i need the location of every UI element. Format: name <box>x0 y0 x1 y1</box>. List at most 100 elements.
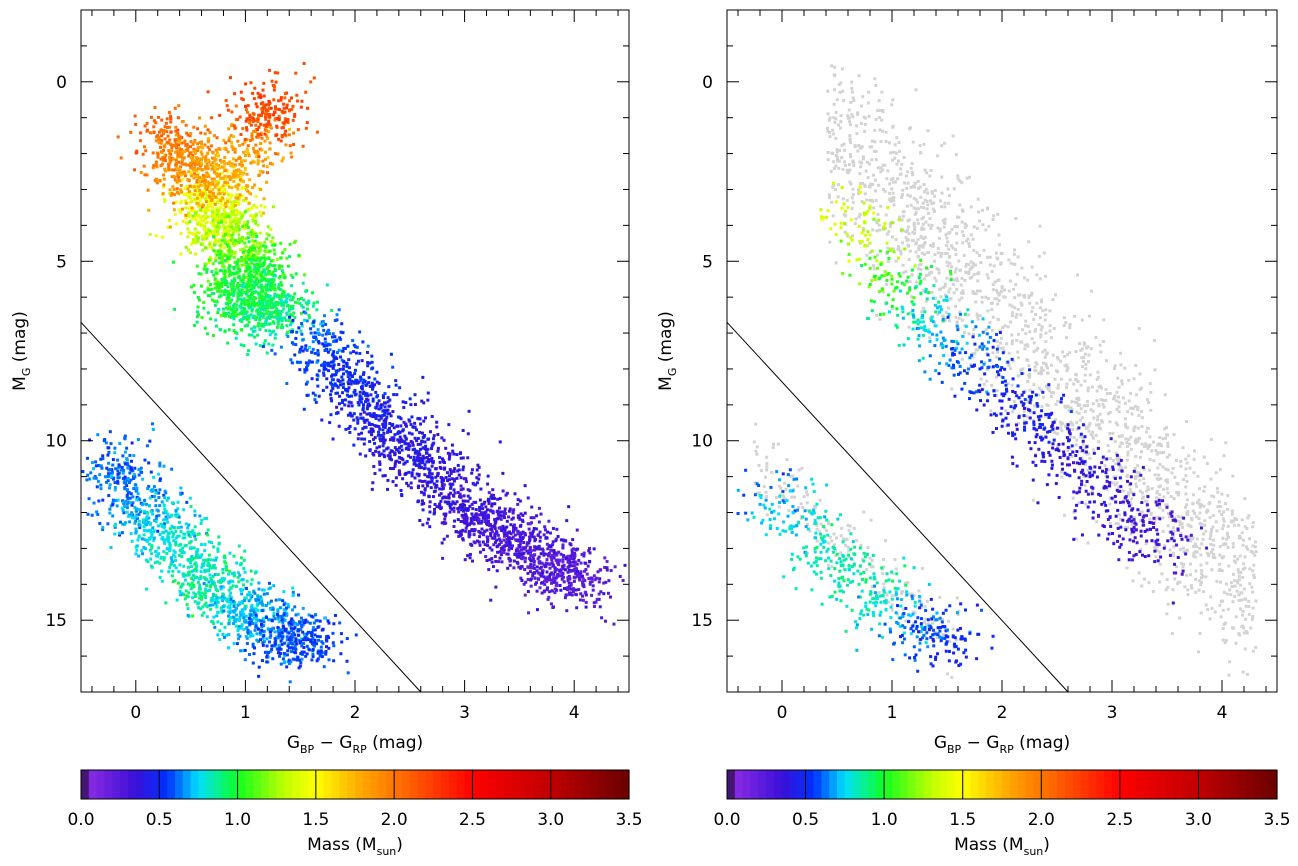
data-point <box>381 422 385 426</box>
data-point <box>575 562 579 566</box>
data-point <box>234 213 238 217</box>
data-point <box>187 570 191 574</box>
data-point <box>95 485 99 489</box>
data-point <box>241 127 245 131</box>
data-point <box>166 520 170 524</box>
data-point <box>129 513 133 517</box>
data-point <box>195 202 199 206</box>
data-point <box>523 484 527 488</box>
data-point <box>554 558 558 562</box>
data-point <box>280 109 284 113</box>
data-point <box>374 390 378 394</box>
data-point <box>567 591 571 595</box>
data-point <box>430 472 434 476</box>
data-point <box>359 416 363 420</box>
data-point <box>201 203 205 207</box>
data-point <box>535 589 539 593</box>
data-point <box>537 571 541 575</box>
data-point <box>220 257 224 261</box>
data-point <box>237 217 241 221</box>
data-point <box>273 105 277 109</box>
data-point <box>121 522 125 526</box>
data-point <box>175 598 179 602</box>
data-point <box>241 142 245 146</box>
data-point <box>354 392 358 396</box>
data-point <box>248 294 252 298</box>
data-point <box>172 168 176 172</box>
data-point <box>469 519 473 523</box>
data-point <box>582 583 586 587</box>
data-point <box>148 548 152 552</box>
data-point <box>218 158 222 162</box>
data-point <box>161 155 165 159</box>
data-point <box>478 543 482 547</box>
data-point <box>263 139 267 143</box>
data-point <box>423 487 427 491</box>
data-point <box>507 539 511 543</box>
data-point <box>192 546 196 550</box>
data-point <box>211 161 215 165</box>
data-point <box>407 431 411 435</box>
data-point <box>218 252 222 256</box>
data-point <box>268 141 272 145</box>
data-point <box>247 262 251 266</box>
data-point <box>275 133 279 137</box>
data-point <box>203 224 207 228</box>
data-point <box>408 419 412 423</box>
data-point <box>488 546 492 550</box>
data-point <box>366 404 370 408</box>
data-point <box>211 205 215 209</box>
data-point <box>130 441 134 445</box>
data-point <box>449 471 453 475</box>
data-point <box>439 492 443 496</box>
data-point <box>371 387 375 391</box>
data-point <box>309 327 313 331</box>
data-point <box>440 521 444 525</box>
data-point <box>146 560 150 564</box>
data-point <box>198 514 202 518</box>
data-point <box>444 446 448 450</box>
data-point <box>571 590 575 594</box>
data-point <box>311 347 315 351</box>
data-point <box>550 581 554 585</box>
data-point <box>526 565 530 569</box>
data-point <box>294 343 298 347</box>
data-point <box>253 329 257 333</box>
data-point <box>192 238 196 242</box>
data-point <box>197 205 201 209</box>
data-point <box>344 427 348 431</box>
data-point <box>459 519 463 523</box>
data-point <box>177 515 181 519</box>
data-point <box>381 396 385 400</box>
data-point <box>284 318 288 322</box>
data-point <box>187 163 191 167</box>
data-point <box>160 118 164 122</box>
data-point <box>300 332 304 336</box>
data-point <box>211 191 215 195</box>
data-point <box>505 543 509 547</box>
data-point <box>232 312 236 316</box>
data-point <box>368 403 372 407</box>
data-point <box>125 446 129 450</box>
data-point <box>418 417 422 421</box>
data-point <box>283 120 287 124</box>
data-point <box>562 553 566 557</box>
data-point <box>215 299 219 303</box>
data-point <box>365 418 369 422</box>
data-point <box>371 397 375 401</box>
data-point <box>285 311 289 315</box>
data-point <box>361 416 365 420</box>
data-point <box>595 576 599 580</box>
data-point <box>623 563 627 567</box>
data-point <box>172 549 176 553</box>
data-point <box>213 585 217 589</box>
data-point <box>379 433 383 437</box>
data-point <box>327 328 331 332</box>
data-point <box>240 312 244 316</box>
data-point <box>193 595 197 599</box>
data-point <box>438 465 442 469</box>
data-point <box>193 534 197 538</box>
data-point <box>233 574 237 578</box>
data-point <box>288 315 292 319</box>
data-point <box>397 446 401 450</box>
